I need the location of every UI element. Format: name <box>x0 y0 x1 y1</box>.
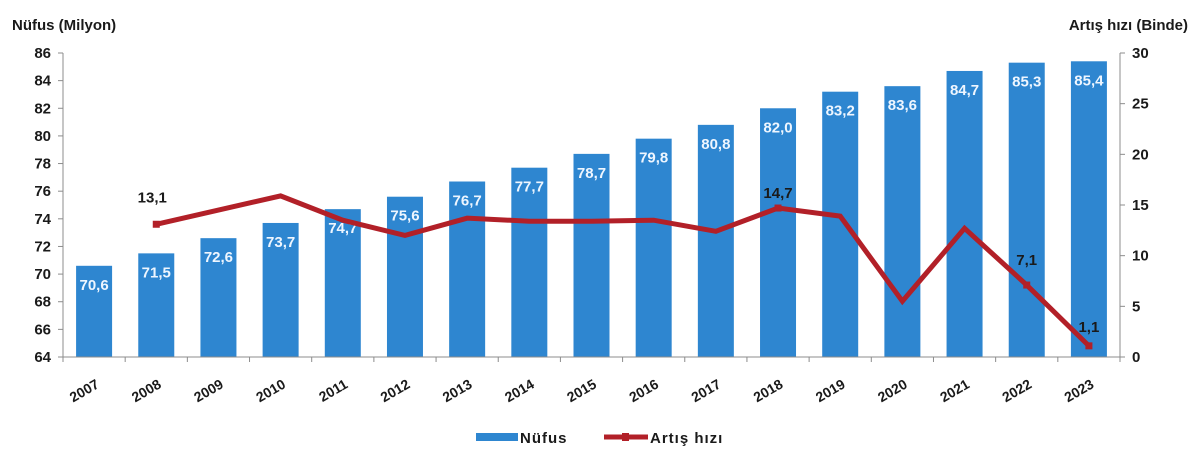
left-tick-label: 66 <box>34 321 51 338</box>
bar-value-label: 76,7 <box>453 193 482 210</box>
bar-2012 <box>386 196 423 357</box>
bar-value-label: 70,6 <box>79 277 108 294</box>
legend-item-nufus: Nüfus <box>476 430 568 447</box>
bar-2007 <box>76 265 113 357</box>
bar-value-label: 80,8 <box>701 136 730 153</box>
bar-2015 <box>573 153 610 357</box>
legend-line-marker <box>622 433 629 441</box>
legend-bar-swatch <box>476 433 518 441</box>
left-tick-label: 70 <box>34 266 51 283</box>
legend-label-nufus: Nüfus <box>520 430 568 447</box>
bar-value-label: 78,7 <box>577 165 606 182</box>
right-tick-label: 5 <box>1132 298 1140 315</box>
legend: Nüfus Artış hızı <box>476 430 723 447</box>
legend-item-artis-hizi: Artış hızı <box>604 430 723 447</box>
legend-label-artis-hizi: Artış hızı <box>650 430 723 447</box>
bar-2018 <box>760 108 797 357</box>
line-marker <box>1085 342 1093 350</box>
x-tick-label: 2016 <box>626 376 661 406</box>
right-tick-label: 30 <box>1132 45 1149 62</box>
x-tick-label: 2019 <box>813 376 848 406</box>
right-tick-label: 25 <box>1132 96 1149 113</box>
x-tick-label: 2011 <box>316 376 350 405</box>
left-tick-label: 78 <box>34 156 51 173</box>
x-tick-label: 2022 <box>999 376 1034 406</box>
left-tick-label: 80 <box>34 128 51 145</box>
left-axis-title: Nüfus (Milyon) <box>12 17 116 34</box>
bar-value-label: 75,6 <box>390 208 419 225</box>
bar-value-label: 71,5 <box>142 264 171 281</box>
x-tick-label: 2013 <box>440 376 475 406</box>
right-tick-label: 20 <box>1132 146 1149 163</box>
bar-value-label: 82,0 <box>763 119 792 136</box>
x-tick-label: 2017 <box>688 376 723 406</box>
right-axis-title: Artış hızı (Binde) <box>1069 17 1188 34</box>
line-value-label: 14,7 <box>763 185 792 202</box>
bar-value-label: 85,3 <box>1012 74 1041 91</box>
left-tick-label: 82 <box>34 100 51 117</box>
x-tick-label: 2021 <box>937 376 972 406</box>
line-marker <box>152 220 160 228</box>
bar-value-label: 73,7 <box>266 234 295 251</box>
bar-2013 <box>449 181 486 357</box>
left-tick-label: 84 <box>34 73 51 90</box>
left-tick-label: 86 <box>34 45 51 62</box>
x-tick-label: 2007 <box>67 376 102 406</box>
x-tick-label: 2009 <box>191 376 226 406</box>
right-axis: 0 5 10 15 20 25 30 <box>1119 45 1149 366</box>
x-tick-label: 2014 <box>502 376 537 406</box>
line-value-label: 1,1 <box>1078 319 1099 336</box>
x-tick-label: 2010 <box>253 376 288 406</box>
growth-rate-line <box>155 193 1091 348</box>
x-tick-label: 2020 <box>875 376 910 406</box>
x-tick-label: 2023 <box>1061 376 1096 406</box>
left-tick-label: 64 <box>34 349 51 366</box>
bar-value-label: 85,4 <box>1074 72 1104 89</box>
x-axis: 2007 2008 2009 2010 2011 2012 2013 2014 2015 2016… <box>62 356 1121 406</box>
line-series-artis-hizi: 13,1 14,7 7,1 1,1 <box>138 185 1099 350</box>
bar-value-label: 83,2 <box>826 103 855 120</box>
bar-2022 <box>1008 62 1045 357</box>
bar-2009 <box>200 238 237 357</box>
bar-2008 <box>138 253 175 357</box>
left-tick-label: 72 <box>34 238 51 255</box>
right-tick-label: 10 <box>1132 248 1149 265</box>
left-tick-label: 74 <box>34 211 51 228</box>
bar-2017 <box>697 124 734 357</box>
line-marker <box>774 204 782 212</box>
bar-2019 <box>822 91 859 357</box>
bar-series-nufus: 70,671,572,673,774,775,676,777,778,779,8… <box>76 61 1107 358</box>
bar-value-label: 83,6 <box>888 97 917 114</box>
x-tick-label: 2012 <box>377 376 412 406</box>
bar-2010 <box>262 222 299 357</box>
left-tick-label: 68 <box>34 294 51 311</box>
line-marker <box>1023 281 1031 289</box>
bar-value-label: 84,7 <box>950 82 979 99</box>
line-value-label: 7,1 <box>1016 252 1037 269</box>
bar-value-label: 77,7 <box>515 179 544 196</box>
bar-2011 <box>324 209 361 357</box>
left-axis: 64 66 68 70 72 74 76 78 80 82 84 86 <box>34 45 64 366</box>
x-tick-label: 2015 <box>564 376 599 406</box>
bar-value-label: 72,6 <box>204 249 233 266</box>
bar-2020 <box>884 86 921 357</box>
bar-value-label: 79,8 <box>639 150 668 167</box>
right-tick-label: 0 <box>1132 349 1140 366</box>
line-value-label: 13,1 <box>138 189 167 206</box>
right-tick-label: 15 <box>1132 197 1149 214</box>
x-tick-label: 2008 <box>129 376 164 406</box>
bar-2021 <box>946 70 983 358</box>
x-tick-label: 2018 <box>751 376 786 406</box>
bar-2014 <box>511 167 548 357</box>
left-tick-label: 76 <box>34 183 51 200</box>
bar-2023 <box>1070 61 1107 358</box>
bar-2016 <box>635 138 672 357</box>
